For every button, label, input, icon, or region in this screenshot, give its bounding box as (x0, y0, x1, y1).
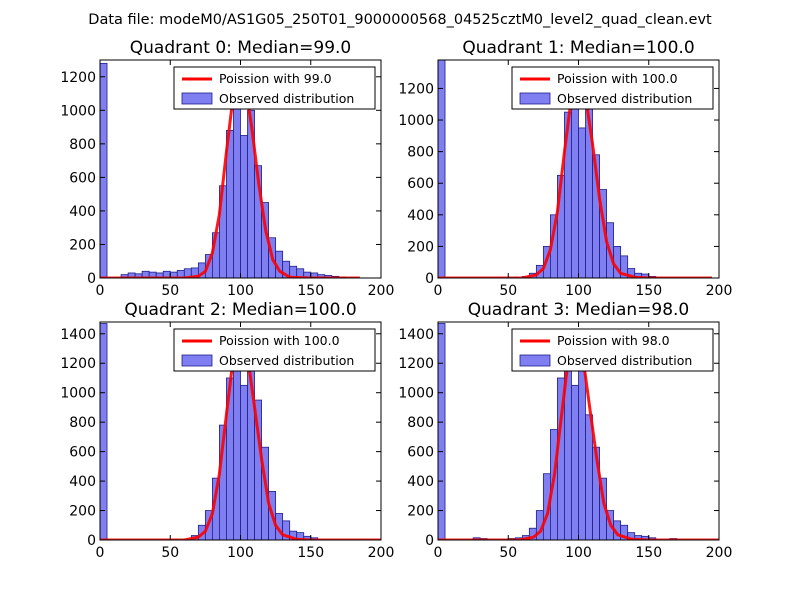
quadrant-0-ytick-label-2: 400 (69, 204, 96, 220)
quadrant-2-legend-bars-swatch (181, 354, 213, 367)
quadrant-0-xtick-label-1: 50 (161, 283, 179, 299)
quadrant-3-legend-curve-label: Poission with 98.0 (557, 333, 670, 348)
quadrant-3-xtick-label-1: 50 (499, 545, 517, 561)
quadrant-2-ytick-label-3: 600 (69, 445, 96, 461)
quadrant-1-ytick-label-2: 400 (407, 208, 434, 224)
quadrant-1-plot-area (438, 60, 712, 278)
quadrant-1-legend-box (511, 66, 714, 110)
quadrant-3-plot-area (438, 323, 719, 540)
quadrant-0-panel: 0 50 100 150 200 0 200 400 600 800 1000 1200 Quadran… (60, 38, 394, 299)
quadrant-3-bar-14 (585, 414, 593, 540)
quadrant-3-ytick-label-4: 800 (407, 415, 434, 431)
quadrant-2-title: Quadrant 2: Median=100.0 (124, 300, 356, 320)
quadrant-0-title: Quadrant 0: Median=99.0 (130, 38, 352, 58)
quadrant-2-xtick-label-2: 100 (227, 545, 254, 561)
quadrant-2-xtick-label-4: 200 (368, 545, 395, 561)
quadrant-1-title: Quadrant 1: Median=100.0 (462, 38, 694, 58)
quadrant-2-ytick-label-6: 1200 (60, 356, 96, 372)
quadrant-2-xtick-label-3: 150 (297, 545, 324, 561)
quadrant-1-bar-15 (620, 255, 629, 278)
quadrant-3-ytick-label-7: 1400 (398, 327, 434, 343)
quadrant-1-ytick-label-3: 600 (407, 176, 434, 192)
quadrant-0-ytick-label-5: 1000 (60, 103, 96, 119)
quadrant-0-plot-area (100, 62, 360, 278)
quadrant-3-bar-0 (438, 323, 446, 540)
quadrant-0-xtick-label-0: 0 (96, 283, 105, 299)
quadrant-1-xtick-label-0: 0 (434, 283, 443, 299)
quadrant-1-xtick-label-1: 50 (499, 283, 517, 299)
quadrant-3-bar-12 (571, 384, 579, 540)
quadrant-1-legend-bars-swatch (519, 92, 551, 105)
quadrant-3-legend: Poission with 98.0 Observed distribution (511, 328, 714, 372)
quadrant-2-bar-0 (100, 323, 108, 540)
quadrant-3-legend-bars-label: Observed distribution (557, 353, 692, 368)
quadrant-1-bar-9 (578, 127, 586, 278)
quadrant-2-legend-bars-label: Observed distribution (219, 353, 354, 368)
quadrant-2-ytick-label-2: 400 (69, 474, 96, 490)
quadrant-2-ytick-label-4: 800 (69, 415, 96, 431)
quadrant-0-ytick-label-1: 200 (69, 237, 96, 253)
quadrant-3-ytick-label-1: 200 (407, 504, 434, 520)
quadrant-0-ytick-label-4: 800 (69, 137, 96, 153)
quadrant-3-xtick-label-3: 150 (635, 545, 662, 561)
quadrant-3-legend-bars-swatch (519, 354, 551, 367)
quadrant-2-legend: Poission with 100.0 Observed distribution (173, 328, 376, 372)
quadrant-2-bar-14 (282, 520, 291, 540)
quadrant-3-xtick-label-2: 100 (565, 545, 592, 561)
quadrant-3-ytick-label-2: 400 (407, 474, 434, 490)
quadrant-1-legend: Poission with 100.0 Observed distribution (511, 66, 714, 110)
quadrant-0-xtick-label-4: 200 (368, 283, 395, 299)
quadrant-1-xtick-label-4: 200 (706, 283, 733, 299)
quadrant-2-legend-curve-label: Poission with 100.0 (219, 333, 340, 348)
quadrant-0-bar-18 (240, 135, 248, 278)
quadrant-3-ytick-label-6: 1200 (398, 356, 434, 372)
quadrant-2-xtick-label-1: 50 (161, 545, 179, 561)
panels: 0 50 100 150 200020040060080010001200Quadran… (60, 38, 732, 561)
quadrant-0-legend-curve-label: Poission with 99.0 (219, 71, 332, 86)
figure-title: Data file: modeM0/AS1G05_250T01_90000005… (88, 12, 712, 28)
quadrant-3-ytick-label-5: 1000 (398, 386, 434, 402)
quadrant-2-ytick-label-5: 1000 (60, 386, 96, 402)
quadrant-0-xtick-label-2: 100 (227, 283, 254, 299)
quadrant-1-legend-bars-label: Observed distribution (557, 91, 692, 106)
quadrant-0-ytick-label-3: 600 (69, 170, 96, 186)
quadrant-0-legend-bars-label: Observed distribution (219, 91, 354, 106)
quadrant-1-ytick-label-6: 1200 (398, 81, 434, 97)
quadrant-1-xtick-label-2: 100 (565, 283, 592, 299)
quadrant-0-xtick-label-3: 150 (297, 283, 324, 299)
quadrant-3-bar-13 (578, 365, 586, 540)
quadrant-1-panel: 0 50 100 150 200 0 200 400 600 800 1000 1200 Quadran… (398, 38, 732, 299)
quadrant-3-panel: 0 50 100 150 200 0 200 400 600 800 1000 1200 1400 Qua… (398, 300, 732, 561)
quadrant-3-xtick-label-4: 200 (706, 545, 733, 561)
quadrant-1-ytick-label-0: 0 (425, 271, 434, 287)
quadrant-3-ytick-label-0: 0 (425, 533, 434, 549)
quadrant-2-ytick-label-0: 0 (87, 533, 96, 549)
quadrant-1-ytick-label-4: 800 (407, 145, 434, 161)
quadrant-2-xtick-label-0: 0 (96, 545, 105, 561)
quadrant-3-title: Quadrant 3: Median=98.0 (468, 300, 690, 320)
quadrant-2-panel: 0 50 100 150 200 0 200 400 600 800 1000 1200 1400 Qua… (60, 300, 394, 561)
quadrant-1-bar-0 (438, 60, 446, 278)
quadrant-1-ytick-label-1: 200 (407, 239, 434, 255)
quadrant-0-ytick-label-6: 1200 (60, 70, 96, 86)
quadrant-2-ytick-label-7: 1400 (60, 327, 96, 343)
quadrant-3-ytick-label-3: 600 (407, 445, 434, 461)
quadrant-1-xtick-label-3: 150 (635, 283, 662, 299)
quadrant-0-bar-0 (100, 62, 108, 278)
quadrant-1-legend-curve-label: Poission with 100.0 (557, 71, 678, 86)
quadrant-0-ytick-label-0: 0 (87, 271, 96, 287)
quadrant-2-ytick-label-1: 200 (69, 504, 96, 520)
quadrant-1-bar-8 (571, 80, 579, 278)
quadrant-0-bar-17 (233, 93, 241, 278)
quadrant-2-bar-8 (240, 384, 248, 540)
quadrant-0-legend: Poission with 99.0 Observed distribution (173, 66, 376, 110)
quadrant-2-bar-7 (233, 348, 241, 540)
quadrant-1-ytick-label-5: 1000 (398, 113, 434, 129)
quadrant-0-legend-bars-swatch (181, 92, 213, 105)
quadrant-3-xtick-label-0: 0 (434, 545, 443, 561)
